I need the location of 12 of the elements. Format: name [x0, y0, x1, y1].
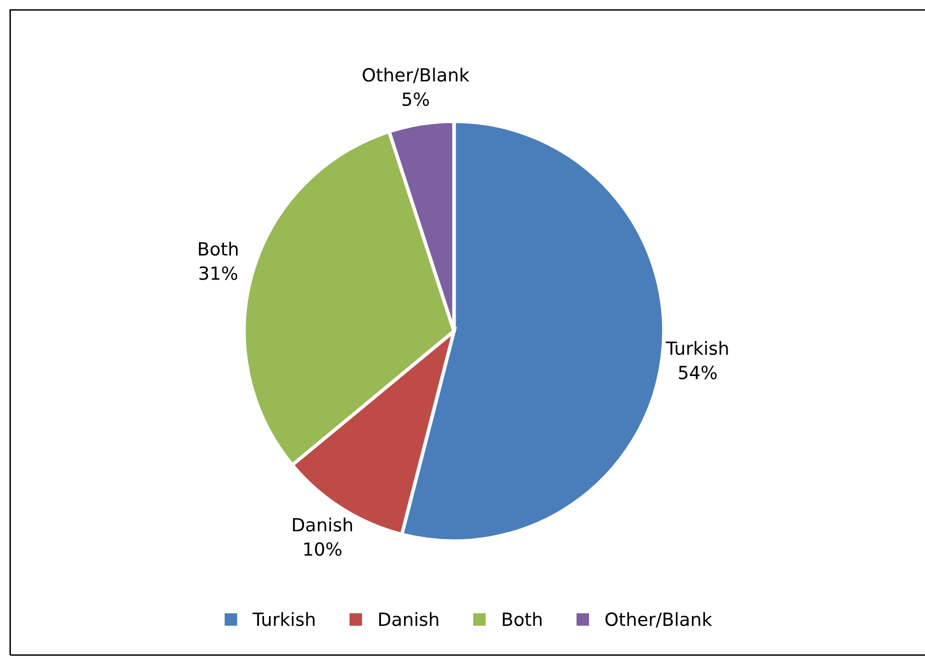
data-label: 5%	[402, 92, 429, 106]
slice-label: Other/Blank	[362, 68, 470, 84]
slice-label: Danish	[293, 518, 352, 532]
legend-label: Other/Blank	[605, 612, 712, 628]
data-label: 31%	[199, 266, 238, 280]
legend-label: Turkish	[252, 612, 315, 626]
slice-label: Turkish	[666, 341, 728, 355]
legend-label: Danish	[379, 612, 438, 626]
data-label: 54%	[678, 366, 717, 380]
legend-label: Both	[502, 612, 542, 626]
slice-label: Both	[198, 242, 238, 256]
data-label: 10%	[304, 542, 342, 556]
